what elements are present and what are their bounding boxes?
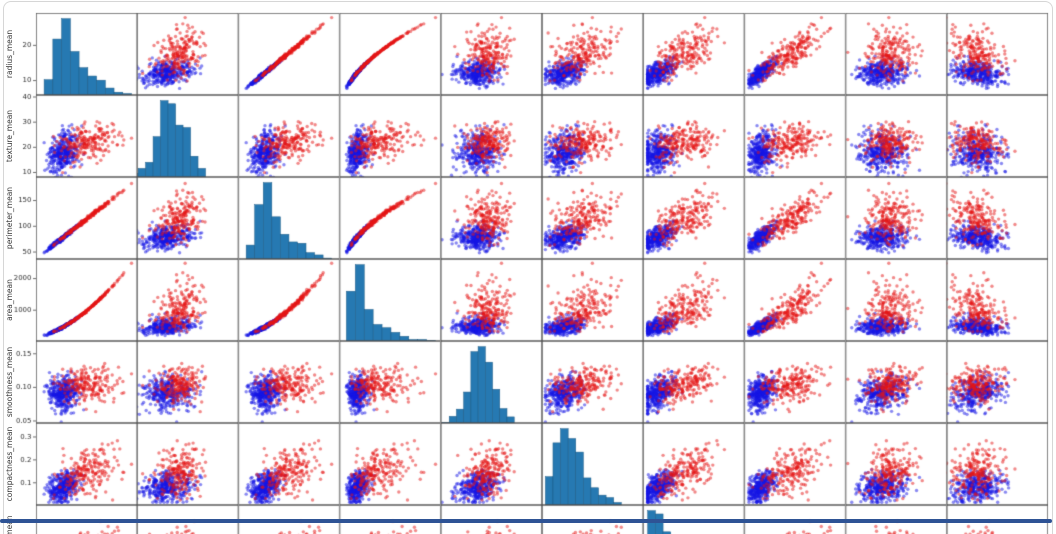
horizontal-scrollbar-thumb[interactable] <box>0 519 1052 523</box>
